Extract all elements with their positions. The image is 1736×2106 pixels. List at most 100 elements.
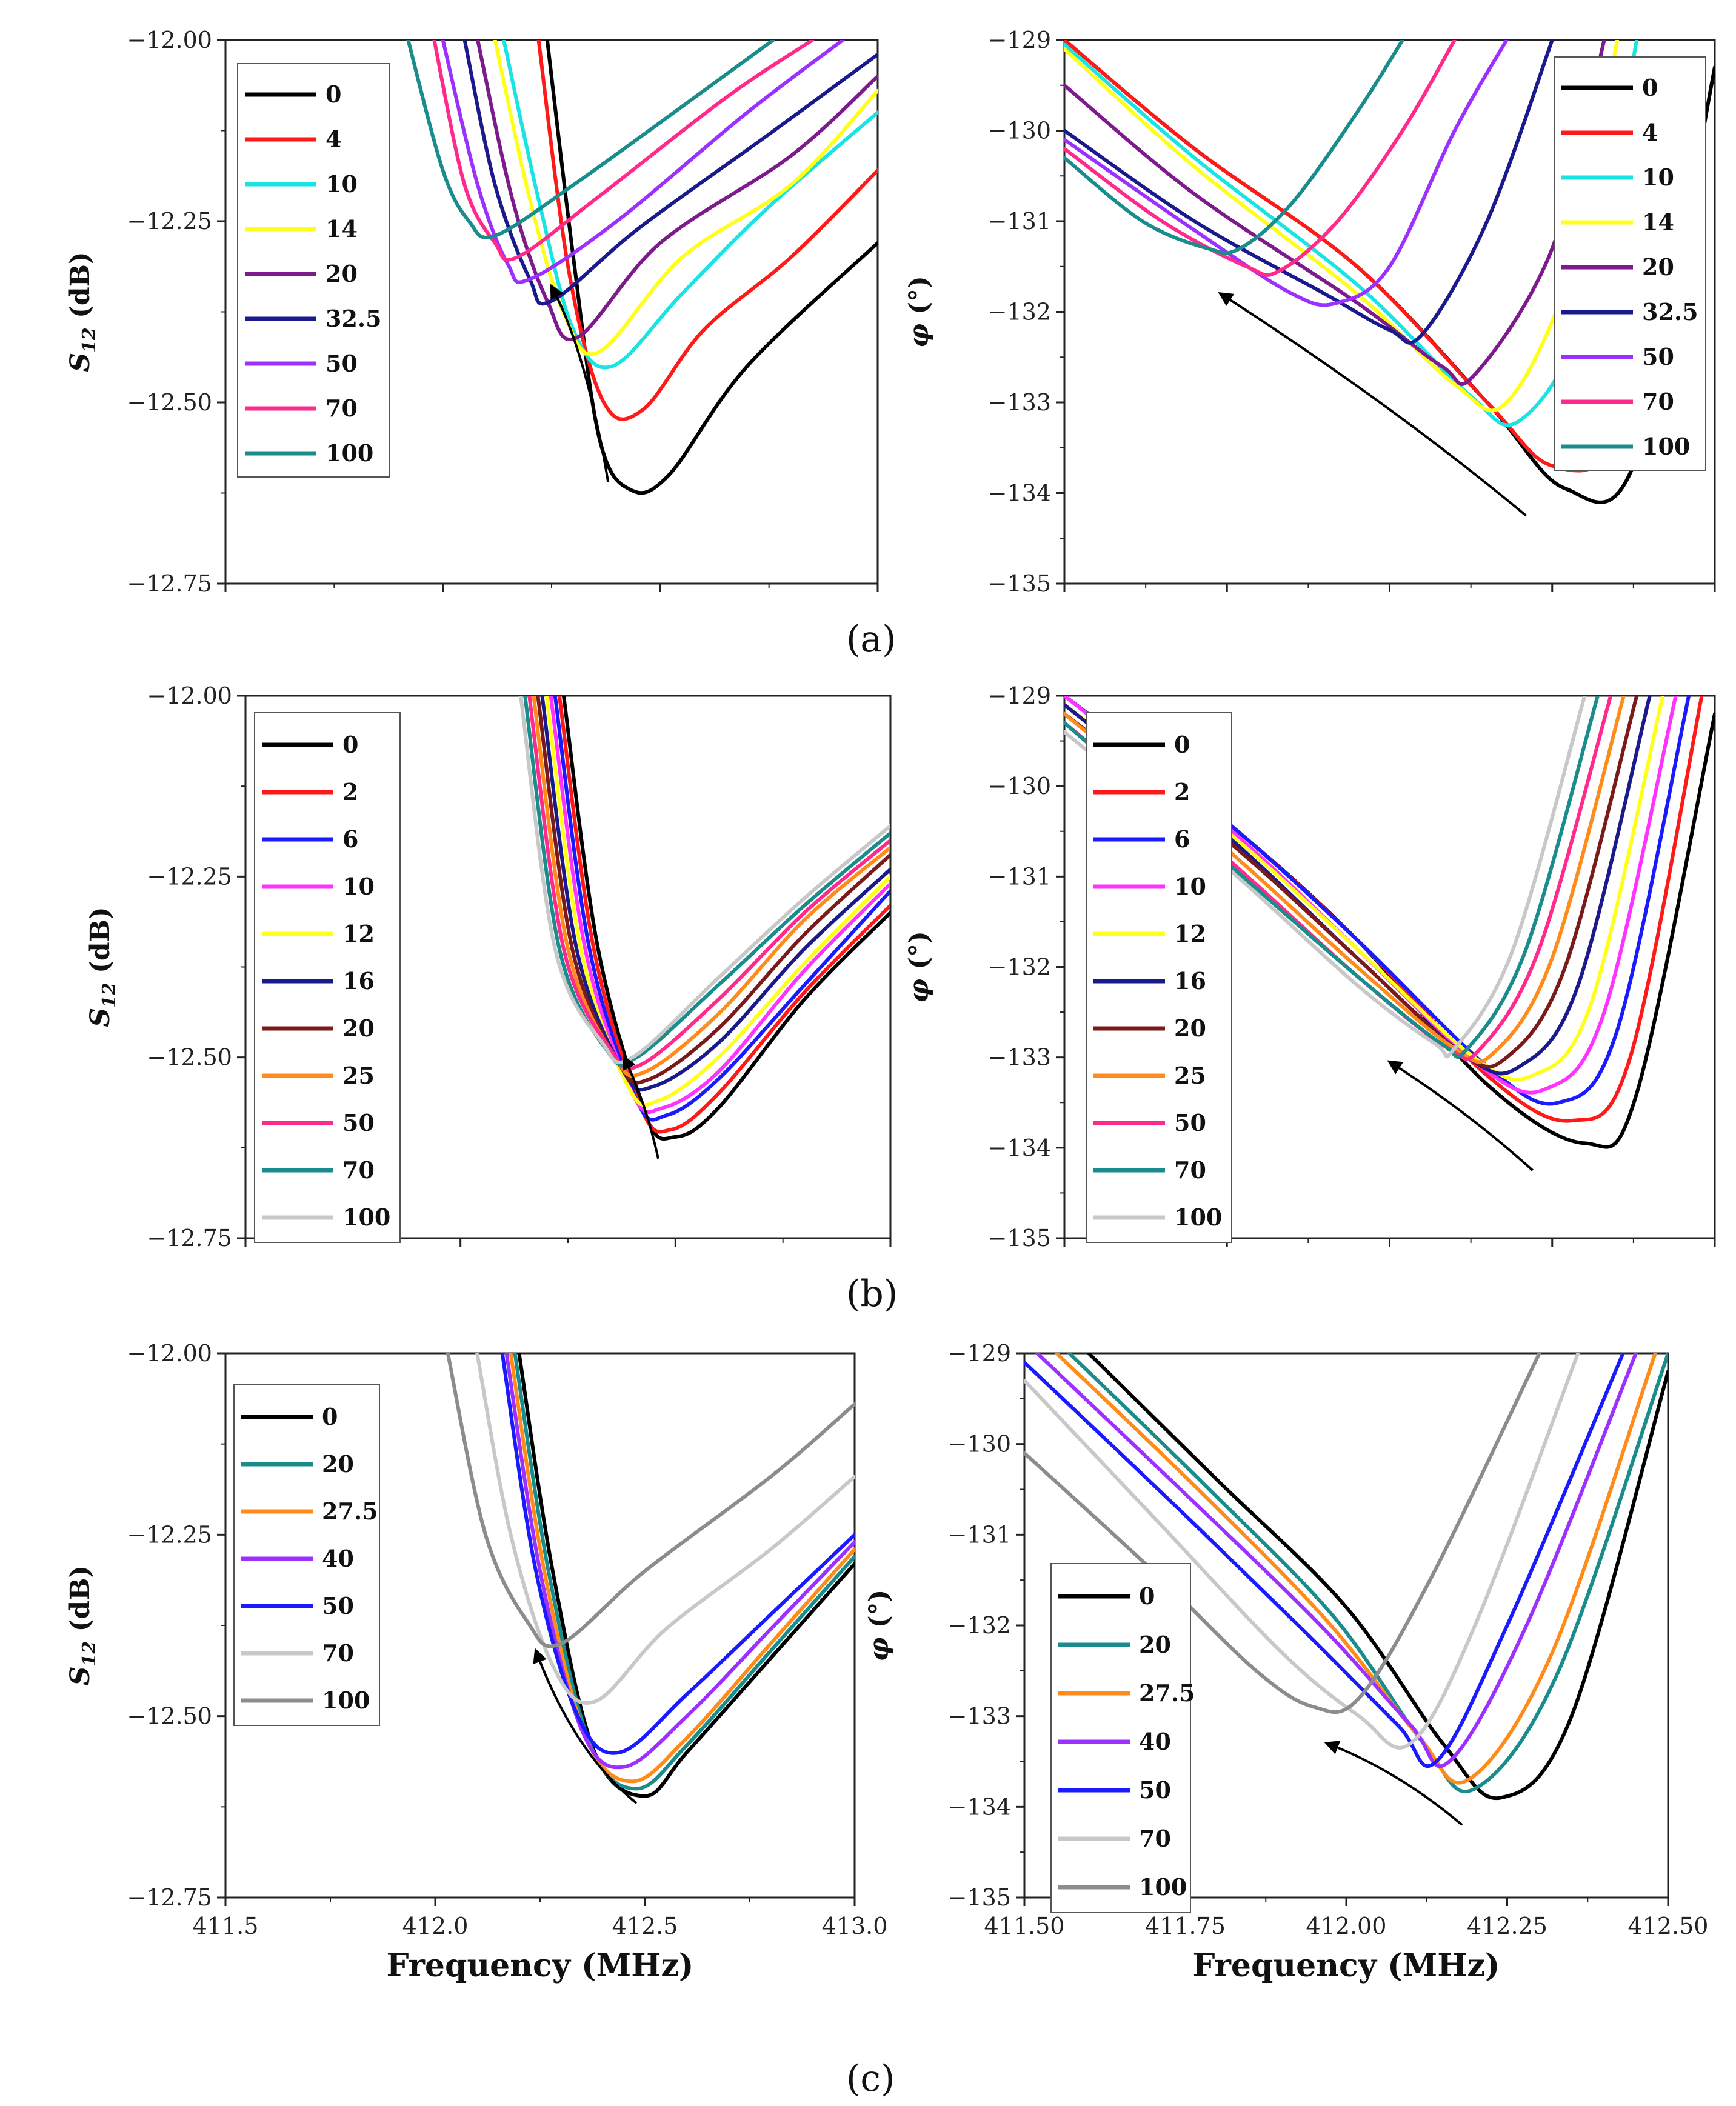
trend-arrow: [1218, 292, 1527, 517]
trend-arrow: [1387, 1060, 1534, 1171]
legend-box: [1086, 712, 1232, 1243]
y-tick-label: −12.75: [147, 1225, 232, 1251]
y-tick-label: −12.00: [127, 27, 212, 53]
series-line-100: [446, 1353, 855, 1648]
legend-label: 100: [1642, 433, 1690, 460]
y-axis-label-unit: (°): [904, 931, 935, 979]
y-tick-label: −12.00: [147, 682, 232, 709]
x-tick-label: 412.5: [612, 1913, 678, 1939]
series-line-2: [557, 696, 890, 1134]
y-tick-label: −133: [988, 1044, 1051, 1071]
legend-box: [1050, 1563, 1191, 1913]
legend-label: 70: [1642, 388, 1674, 415]
series-line-0: [561, 696, 890, 1141]
x-tick-label: 411.50: [984, 1913, 1065, 1939]
legend-label: 14: [1642, 208, 1674, 236]
y-tick-label: −12.25: [127, 1521, 212, 1548]
series-line-70: [475, 1353, 855, 1705]
y-axis-label-main: φ: [904, 979, 935, 1003]
chart-a-right: −129 −130 −131 −132 −133 −134 −135 φ (°) 0 4 10 14 2…: [904, 27, 1716, 597]
y-axis-label: φ (°): [904, 931, 935, 1003]
y-axis-label-main: φ: [864, 1637, 895, 1661]
legend-label: 0: [326, 81, 341, 108]
y-tick-label: −129: [948, 1340, 1011, 1367]
x-axis-label: Frequency (MHz): [387, 1947, 694, 1984]
legend-label: 0: [342, 731, 358, 758]
series-line-70: [1064, 40, 1457, 277]
y-axis-label: φ (°): [904, 276, 935, 348]
series-line-50: [500, 1353, 855, 1755]
trend-arrow: [550, 284, 610, 482]
series-line-4: [536, 40, 878, 421]
y-tick-label: −12.50: [127, 389, 212, 416]
series-line-32-5: [1064, 40, 1554, 345]
y-axis-label: S12 (dB): [85, 907, 120, 1027]
legend-label: 25: [342, 1062, 375, 1089]
legend-box: [1554, 56, 1706, 471]
series-line-40: [504, 1353, 855, 1770]
legend-label: 100: [342, 1204, 390, 1231]
series-line-20: [1064, 40, 1606, 386]
chart-b-right: −129 −130 −131 −132 −133 −134 −135 φ (°) 0 2 6 10 12…: [904, 682, 1716, 1251]
legend-label: 20: [1642, 253, 1674, 281]
series-line-16: [540, 696, 890, 1092]
chart-a-left: −12.00 −12.25 −12.50 −12.75 S12 (dB) 0 4 10 14 20…: [65, 27, 879, 597]
y-tick-label: −134: [948, 1793, 1011, 1820]
legend-box: [254, 712, 401, 1243]
legend-label: 40: [1139, 1728, 1171, 1755]
series-line-0: [517, 1353, 855, 1798]
panel-label-b: (b): [846, 1273, 898, 1315]
legend-label: 70: [326, 395, 358, 422]
y-tick-label: −12.75: [127, 1884, 212, 1911]
x-tick-label: 412.50: [1628, 1913, 1709, 1939]
y-tick-label: −12.25: [147, 863, 232, 890]
legend-label: 50: [322, 1592, 354, 1619]
legend-label: 16: [1174, 967, 1206, 995]
y-axis-label: S12 (dB): [65, 1565, 100, 1685]
series-line-0: [1087, 1353, 1668, 1801]
series-line-6: [553, 696, 890, 1122]
y-axis-label-unit: (dB): [65, 1565, 96, 1641]
x-tick-label: 412.00: [1306, 1913, 1387, 1939]
y-axis-label-sub: 12: [99, 982, 120, 1008]
trend-arrow: [1324, 1741, 1463, 1826]
panel-label-c: (c): [846, 2058, 895, 2100]
series-line-10: [502, 40, 878, 370]
legend-label: 100: [322, 1687, 370, 1714]
legend-label: 10: [342, 873, 375, 900]
series-line-50: [1024, 1353, 1625, 1768]
y-tick-label: −135: [948, 1884, 1011, 1911]
x-tick-label: 413.0: [822, 1913, 888, 1939]
series-line-14: [493, 40, 878, 356]
series-group: [519, 696, 890, 1141]
legend-label: 50: [342, 1109, 375, 1136]
trend-arrow: [533, 1648, 638, 1804]
series-line-10: [1064, 40, 1639, 427]
y-tick-label: −131: [988, 863, 1051, 890]
series-line-20: [513, 1353, 855, 1791]
legend-label: 50: [1642, 343, 1674, 370]
series-line-32-5: [462, 40, 878, 306]
y-axis-label-main: S: [65, 353, 96, 372]
y-axis-label-sub: 12: [79, 1641, 100, 1667]
y-axis-label-unit: (dB): [85, 907, 116, 982]
legend-label: 10: [1174, 873, 1206, 900]
legend-label: 20: [326, 260, 358, 287]
y-tick-label: −12.00: [127, 1340, 212, 1367]
series-line-0: [545, 40, 878, 495]
legend-label: 0: [1174, 731, 1190, 758]
legend-label: 70: [1139, 1825, 1171, 1852]
x-tick-label: 411.5: [193, 1913, 259, 1939]
legend-label: 20: [342, 1015, 375, 1042]
series-line-50: [527, 696, 890, 1071]
legend-label: 12: [1174, 920, 1206, 947]
legend-label: 70: [342, 1156, 375, 1184]
y-tick-label: −12.25: [127, 208, 212, 235]
panel-label-a: (a): [846, 618, 896, 661]
x-tick-label: 412.0: [402, 1913, 469, 1939]
legend-label: 20: [1174, 1015, 1206, 1042]
legend-label: 0: [1642, 74, 1658, 101]
y-tick-label: −12.75: [127, 570, 212, 597]
